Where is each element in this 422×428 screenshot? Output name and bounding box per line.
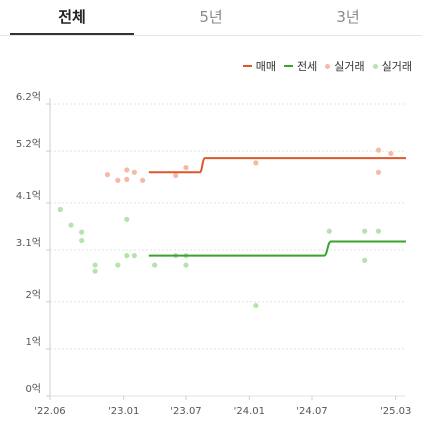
transaction-point [92,262,98,268]
x-tick-label: '23.07 [170,406,201,417]
transaction-point [115,262,121,268]
transaction-point [115,177,121,183]
transaction-point [362,257,368,263]
tab-all[interactable]: 전체 [58,8,86,26]
legend-item-jeonse-transactions: 실거래 [372,58,412,74]
x-tick-label: '23.01 [108,406,139,417]
legend-label-sale: 매매 [255,60,276,73]
transaction-point [362,228,368,234]
period-tabs: 전체 5년 3년 [0,0,422,36]
legend-swatch-jeonse [284,65,293,67]
price-chart: 0억 1억 2억 3.1억 4.1억 5.2억 6.2억 '22.06 '23.01 '23.07… [16,91,411,417]
tab-3-years[interactable]: 3년 [336,8,360,26]
legend-label-sale-transactions: 실거래 [334,60,365,73]
transaction-point [375,169,382,175]
sale-price-line [148,157,406,174]
transaction-point [57,206,63,213]
transaction-point [375,228,382,234]
active-tab-indicator [10,33,134,35]
transaction-point [131,169,137,175]
y-tick-label: 6.2억 [16,91,41,103]
x-tick-label: '22.06 [34,406,65,417]
transaction-point [152,262,158,268]
y-tick-label: 2억 [25,289,41,301]
legend-label-jeonse: 전세 [297,60,318,73]
legend-label-jeonse-transactions: 실거래 [381,60,412,73]
transaction-point [68,222,74,228]
transaction-point [183,262,189,268]
x-tick-label: '25.03 [380,406,411,417]
legend-swatch-sale-transactions [325,63,331,69]
legend-item-sale-transactions: 실거래 [325,58,365,74]
transaction-point [388,150,394,157]
tab-5-years[interactable]: 5년 [199,8,223,26]
legend-swatch-jeonse-transactions [372,63,378,69]
transaction-point [253,302,259,309]
x-tick-label: '24.07 [296,406,327,417]
jeonse-price-line [148,240,406,257]
y-tick-label: 3.1억 [16,237,41,249]
transaction-point [124,253,130,259]
transaction-point [326,228,332,234]
legend-swatch-sale [242,65,252,67]
transaction-point [183,164,189,171]
transaction-point [79,237,85,244]
y-tick-label: 5.2억 [16,138,41,150]
transaction-point [92,268,98,274]
transaction-point [253,160,259,166]
transaction-point [124,216,130,222]
transaction-point [375,147,382,153]
x-tick-label: '24.01 [234,406,265,417]
transaction-point [104,172,111,178]
transaction-point [140,177,146,183]
legend-item-sale: 매매 [242,58,276,74]
chart-legend: 매매 전세 실거래 실거래 [242,57,412,75]
transaction-point [173,172,179,179]
transaction-point [131,253,137,259]
y-tick-label: 4.1억 [16,190,41,202]
transaction-point [124,176,130,182]
y-tick-label: 0억 [25,383,41,395]
y-tick-label: 1억 [25,336,41,348]
legend-item-jeonse: 전세 [284,58,317,74]
transaction-point [79,229,85,235]
transaction-point [124,167,130,173]
